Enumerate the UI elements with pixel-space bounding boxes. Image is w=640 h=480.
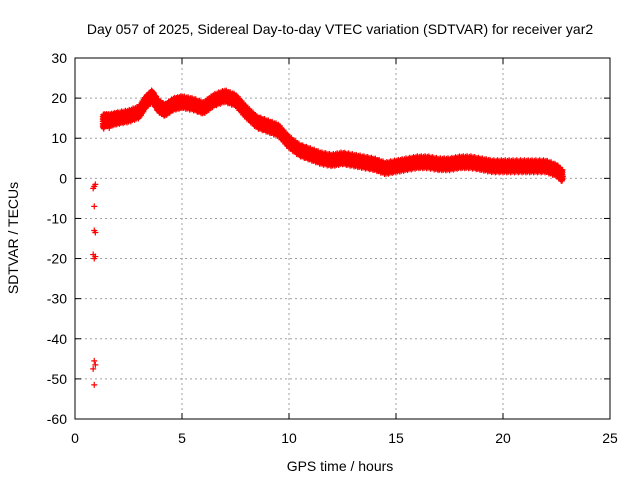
data-point (559, 166, 566, 173)
y-tick-label: -60 (47, 411, 67, 427)
y-tick-label: -50 (47, 371, 67, 387)
data-point (91, 203, 98, 210)
x-axis-label: GPS time / hours (287, 458, 394, 474)
y-tick-label: 10 (51, 130, 67, 146)
x-tick-label: 0 (71, 430, 79, 446)
plot-frame (74, 57, 611, 420)
x-tick-label: 25 (602, 430, 618, 446)
y-tick-label: 20 (51, 90, 67, 106)
y-tick-label: -30 (47, 291, 67, 307)
x-tick-label: 15 (388, 430, 404, 446)
y-tick-label: 30 (51, 50, 67, 66)
data-point (91, 357, 98, 364)
y-tick-label: -10 (47, 210, 67, 226)
x-tick-label: 20 (495, 430, 511, 446)
x-tick-label: 10 (281, 430, 297, 446)
data-point (92, 361, 99, 368)
x-tick-label: 5 (178, 430, 186, 446)
data-point (90, 185, 97, 192)
y-tick-label: -20 (47, 251, 67, 267)
y-tick-label: -40 (47, 331, 67, 347)
data-points (90, 87, 566, 388)
y-axis-label: SDTVAR / TECUs (5, 182, 21, 294)
grid-lines (75, 58, 610, 419)
y-tick-label: 0 (59, 170, 67, 186)
data-point (90, 365, 97, 372)
data-point (92, 181, 99, 188)
data-point (559, 173, 566, 180)
data-point (92, 229, 99, 236)
data-point (92, 253, 99, 260)
chart-title: Day 057 of 2025, Sidereal Day-to-day VTE… (87, 21, 593, 37)
data-point (91, 381, 98, 388)
